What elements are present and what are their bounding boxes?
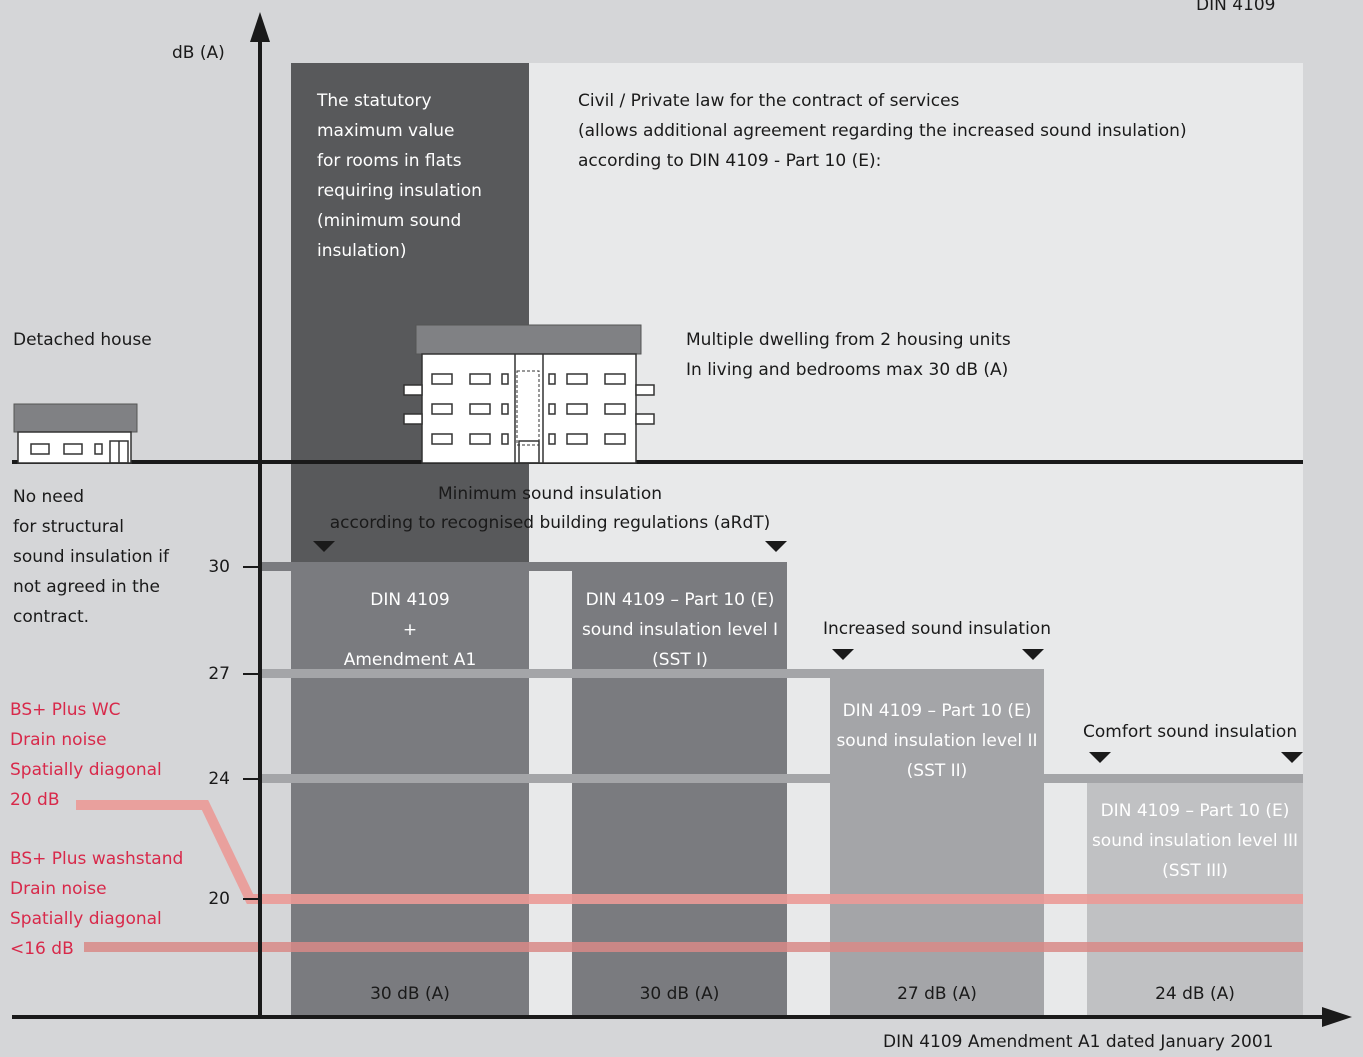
x-axis-caption: DIN 4109 Amendment A1 dated January 2001 [883,1032,1274,1052]
marker-comfort-right [1281,752,1303,763]
civil-law-text: Civil / Private law for the contract of … [578,91,1187,171]
corner-title: DIN 4109 [1196,0,1276,15]
y-tick-label: 27 [208,664,230,684]
marker-min-right [765,541,787,552]
increased-label: Increased sound insulation [823,619,1051,639]
column-value: 30 dB (A) [370,984,450,1004]
marker-min-left [313,541,335,552]
y-axis-label: dB (A) [172,43,225,63]
tick-20 [243,898,260,900]
tick-24 [243,778,260,780]
statutory-text: The statutory maximum value for rooms in… [317,91,482,261]
y-tick-label: 20 [208,889,230,909]
column-label-sst-2: DIN 4109 – Part 10 (E) sound insulation … [836,701,1038,781]
column-label-sst-3: DIN 4109 – Part 10 (E) sound insulation … [1091,801,1299,881]
tick-30 [243,566,260,568]
detached-house-label: Detached house [13,330,152,350]
y-tick-label: 30 [208,557,230,577]
column-din4109-a1 [291,566,529,1016]
minimum-insulation-subtitle: according to recognised building regulat… [329,513,771,533]
column-value: 27 dB (A) [897,984,977,1004]
x-axis-arrow [1322,1007,1352,1027]
column-label-sst-1: DIN 4109 – Part 10 (E) sound insulation … [581,590,779,670]
marker-comfort-left [1089,752,1111,763]
y-tick-label: 24 [208,769,230,789]
y-axis-arrow [250,12,270,42]
product-line-wc [76,800,1303,904]
column-sst-2 [830,669,1044,1016]
marker-increased-left [832,649,854,660]
level-line-27 [260,669,1044,678]
marker-increased-right [1022,649,1044,660]
product-label-washstand: BS+ Plus washstand Drain noise Spatially… [10,849,184,959]
level-line-30 [260,562,787,571]
column-value: 30 dB (A) [639,984,720,1004]
column-sst-1 [572,562,787,1016]
detached-house-note: No need for structural sound insulation … [13,487,169,627]
detached-house-icon [13,403,138,464]
column-value: 24 dB (A) [1155,984,1235,1004]
product-label-wc: BS+ Plus WC Drain noise Spatially diagon… [10,700,162,810]
minimum-insulation-title: Minimum sound insulation [437,484,663,504]
column-label-din4109-a1: DIN 4109 + Amendment A1 [343,590,477,670]
comfort-label: Comfort sound insulation [1083,722,1298,742]
tick-27 [243,673,260,675]
apartment-building-icon [403,324,655,464]
level-line-24 [260,774,1303,783]
multiple-dwelling-text: Multiple dwelling from 2 housing units I… [686,330,1011,380]
